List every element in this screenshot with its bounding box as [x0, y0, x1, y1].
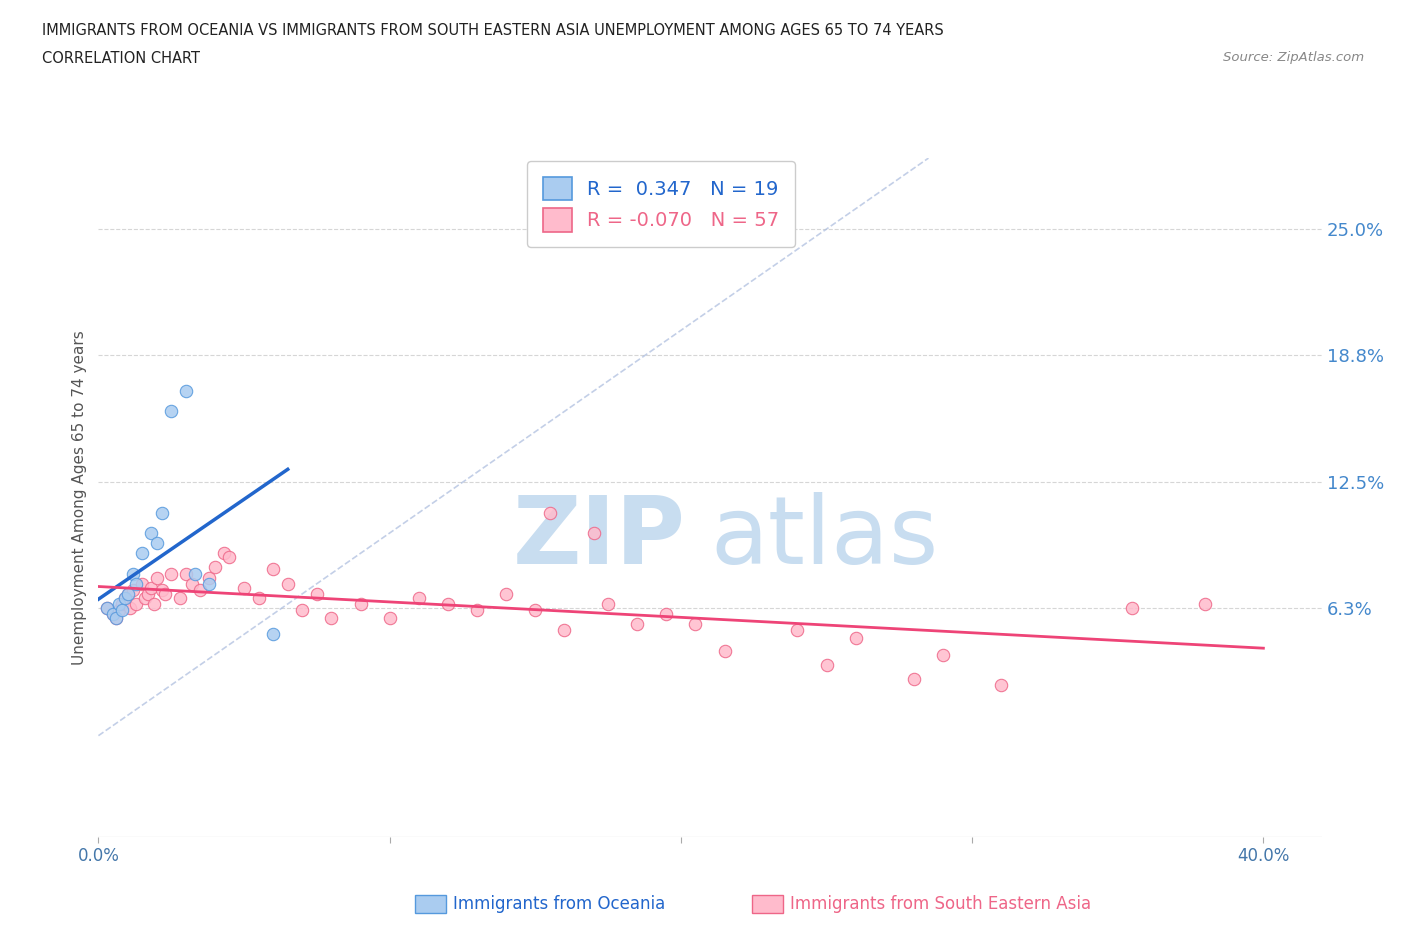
Point [111, 603, 134, 618]
Point [96, 601, 118, 616]
Point [932, 647, 955, 662]
Point [233, 580, 256, 595]
Point [114, 591, 136, 605]
Text: Immigrants from Oceania: Immigrants from Oceania [453, 895, 665, 913]
Point [174, 384, 197, 399]
Point [122, 582, 145, 597]
Point [262, 627, 284, 642]
Point [145, 570, 167, 585]
Point [108, 603, 131, 618]
Point [845, 631, 868, 645]
Point [183, 566, 205, 581]
Text: ZIP: ZIP [513, 492, 686, 584]
Point [139, 580, 162, 595]
Point [122, 566, 145, 581]
Point [291, 603, 314, 618]
Point [145, 536, 167, 551]
Point [378, 611, 401, 626]
Point [108, 596, 131, 611]
Point [713, 644, 735, 658]
Text: atlas: atlas [710, 492, 938, 584]
Point [180, 577, 202, 591]
Point [655, 606, 678, 621]
Point [247, 591, 270, 605]
Point [114, 591, 136, 605]
Point [204, 560, 226, 575]
Point [437, 596, 460, 611]
Point [903, 671, 925, 686]
Point [305, 587, 328, 602]
Point [188, 582, 212, 597]
Point [134, 591, 156, 605]
Point [277, 577, 299, 591]
Point [990, 678, 1012, 693]
Point [212, 546, 235, 561]
Text: Source: ZipAtlas.com: Source: ZipAtlas.com [1223, 51, 1364, 64]
Point [96, 601, 118, 616]
Point [198, 570, 221, 585]
Point [596, 596, 619, 611]
Point [131, 577, 153, 591]
Point [117, 587, 139, 602]
Point [198, 577, 221, 591]
Point [174, 566, 197, 581]
Point [626, 617, 648, 631]
Point [786, 623, 808, 638]
Point [262, 562, 284, 577]
Point [655, 181, 678, 196]
Point [120, 601, 142, 616]
Point [155, 587, 177, 602]
Point [125, 596, 148, 611]
Point [685, 617, 707, 631]
Point [553, 623, 575, 638]
Point [349, 596, 371, 611]
Point [139, 525, 162, 540]
Point [101, 606, 124, 621]
Point [408, 591, 430, 605]
Legend: R =  0.347   N = 19, R = -0.070   N = 57: R = 0.347 N = 19, R = -0.070 N = 57 [527, 161, 794, 247]
Point [111, 596, 134, 611]
Point [160, 404, 183, 418]
Text: CORRELATION CHART: CORRELATION CHART [42, 51, 200, 66]
Point [1121, 601, 1143, 616]
Point [169, 591, 191, 605]
Point [131, 546, 153, 561]
Point [1194, 596, 1216, 611]
Point [104, 611, 127, 626]
Text: IMMIGRANTS FROM OCEANIA VS IMMIGRANTS FROM SOUTH EASTERN ASIA UNEMPLOYMENT AMONG: IMMIGRANTS FROM OCEANIA VS IMMIGRANTS FR… [42, 23, 943, 38]
Point [125, 577, 148, 591]
Point [582, 525, 605, 540]
Y-axis label: Unemployment Among Ages 65 to 74 years: Unemployment Among Ages 65 to 74 years [72, 330, 87, 665]
Point [815, 658, 838, 672]
Point [218, 550, 240, 565]
Text: Immigrants from South Eastern Asia: Immigrants from South Eastern Asia [790, 895, 1091, 913]
Point [104, 611, 127, 626]
Point [495, 587, 517, 602]
Point [152, 505, 174, 520]
Point [465, 603, 488, 618]
Point [136, 587, 159, 602]
Point [152, 582, 174, 597]
Point [101, 606, 124, 621]
Point [142, 596, 165, 611]
Point [524, 603, 547, 618]
Point [321, 611, 343, 626]
Point [538, 505, 561, 520]
Point [117, 587, 139, 602]
Point [160, 566, 183, 581]
